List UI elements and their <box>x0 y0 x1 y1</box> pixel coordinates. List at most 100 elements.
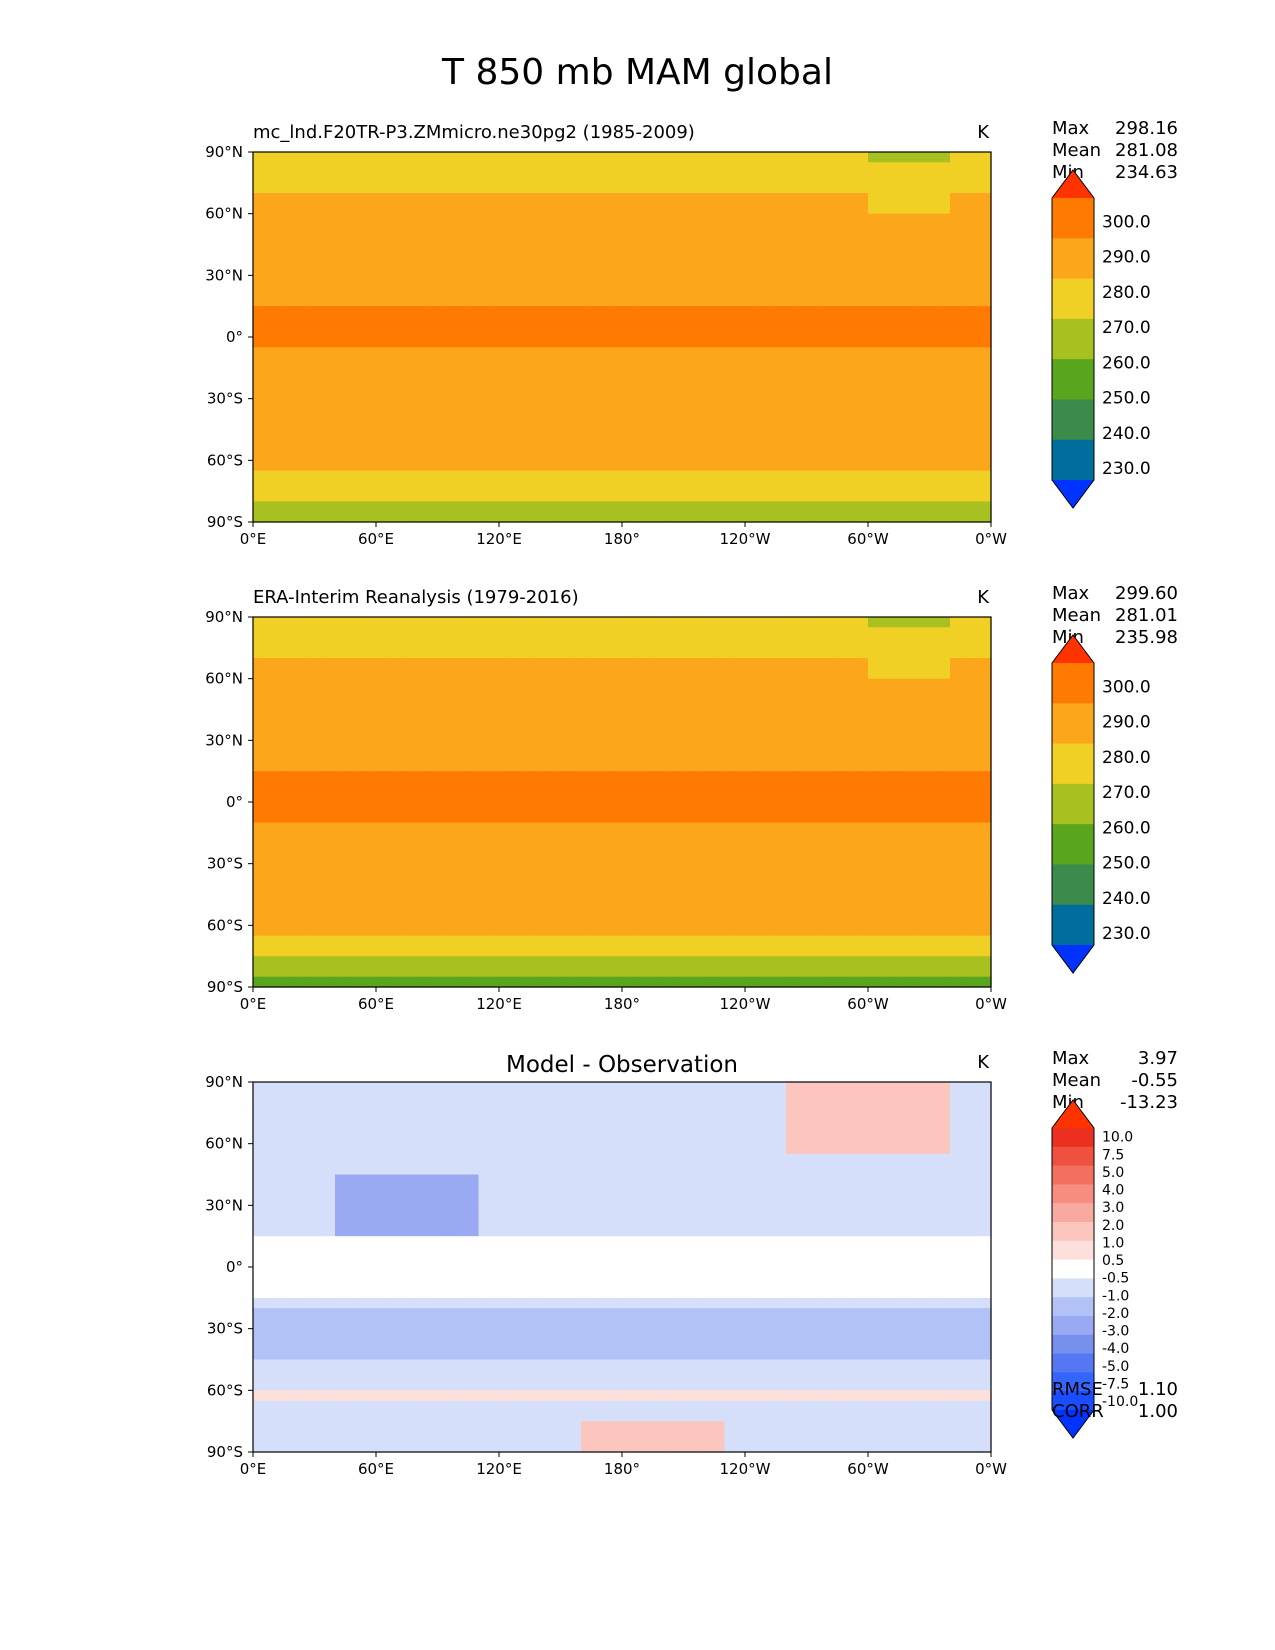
field-cell <box>755 378 767 389</box>
field-cell <box>335 367 346 379</box>
field-cell <box>591 863 603 875</box>
field-cell <box>570 367 582 379</box>
field-cell <box>786 678 797 690</box>
field-cell <box>304 760 316 772</box>
field-cell <box>294 647 305 659</box>
field-cell <box>775 699 787 711</box>
field-cell <box>652 501 664 513</box>
field-cell <box>837 234 849 246</box>
field-cell <box>878 182 890 194</box>
field-cell <box>950 915 961 926</box>
field-cell <box>560 162 572 174</box>
field-cell <box>458 439 469 451</box>
field-cell <box>888 760 900 772</box>
field-cell <box>847 925 859 937</box>
field-cell <box>663 357 674 369</box>
field-cell <box>324 388 336 400</box>
field-cell <box>335 162 346 174</box>
field-cell <box>540 915 551 926</box>
field-cell <box>683 244 695 256</box>
field-cell <box>724 357 736 369</box>
field-cell <box>806 193 818 204</box>
field-cell <box>365 378 377 389</box>
field-cell <box>765 419 777 431</box>
field-cell <box>683 162 695 174</box>
field-cell <box>324 408 336 420</box>
field-cell <box>499 491 510 503</box>
field-cell <box>376 730 387 741</box>
field-cell <box>704 863 715 875</box>
field-cell <box>847 730 859 741</box>
field-cell <box>714 812 726 824</box>
field-cell <box>816 802 828 813</box>
field-cell <box>663 460 674 472</box>
field-cell <box>734 234 746 246</box>
field-cell <box>960 771 972 783</box>
field-cell <box>693 935 705 947</box>
field-cell <box>622 480 633 492</box>
field-cell <box>294 658 305 669</box>
field-cell <box>734 388 746 400</box>
field-cell <box>673 193 685 204</box>
field-cell <box>898 511 910 523</box>
field-cell <box>642 378 654 389</box>
field-cell <box>888 347 900 359</box>
field-cell <box>611 760 623 772</box>
field-cell <box>396 265 408 276</box>
field-cell <box>745 265 756 276</box>
field-cell <box>909 357 920 369</box>
field-cell <box>335 719 346 731</box>
field-cell <box>570 326 582 338</box>
field-cell <box>263 295 275 307</box>
field-cell <box>868 740 879 752</box>
field-cell <box>693 915 705 926</box>
field-cell <box>355 285 367 297</box>
field-cell <box>386 480 398 492</box>
field-cell <box>365 688 377 700</box>
field-cell <box>417 894 428 906</box>
field-cell <box>437 203 449 215</box>
field-cell <box>417 945 428 957</box>
field-cell <box>509 501 521 513</box>
field-cell <box>386 203 398 215</box>
field-cell <box>283 617 295 628</box>
field-cell <box>775 730 787 741</box>
field-cell <box>806 791 818 803</box>
field-cell <box>868 162 879 174</box>
field-cell <box>755 853 767 865</box>
field-cell <box>458 152 469 163</box>
field-cell <box>816 688 828 700</box>
field-cell <box>663 213 674 225</box>
field-cell <box>663 781 674 793</box>
field-cell <box>888 491 900 503</box>
field-cell <box>519 480 531 492</box>
field-cell <box>263 617 275 628</box>
field-cell <box>365 357 377 369</box>
field-cell <box>335 480 346 492</box>
field-cell <box>898 719 910 731</box>
field-cell <box>591 203 603 215</box>
field-cell <box>642 760 654 772</box>
field-cell <box>714 326 726 338</box>
field-cell <box>888 429 900 441</box>
field-cell <box>622 853 633 865</box>
field-cell <box>724 398 736 410</box>
field-cell <box>939 295 951 307</box>
field-cell <box>704 760 715 772</box>
field-cell <box>909 802 920 813</box>
field-cell <box>857 439 869 451</box>
field-cell <box>806 450 818 461</box>
field-cell <box>263 511 275 523</box>
field-cell <box>345 460 357 472</box>
field-cell <box>550 730 562 741</box>
field-cell <box>488 873 500 885</box>
field-cell <box>868 244 879 256</box>
field-cell <box>898 822 910 834</box>
field-cell <box>427 668 439 680</box>
field-cell <box>734 337 746 348</box>
field-cell <box>734 347 746 359</box>
field-cell <box>673 832 685 844</box>
field-cell <box>632 501 644 513</box>
field-cell <box>601 791 613 803</box>
field-cell <box>499 925 510 937</box>
